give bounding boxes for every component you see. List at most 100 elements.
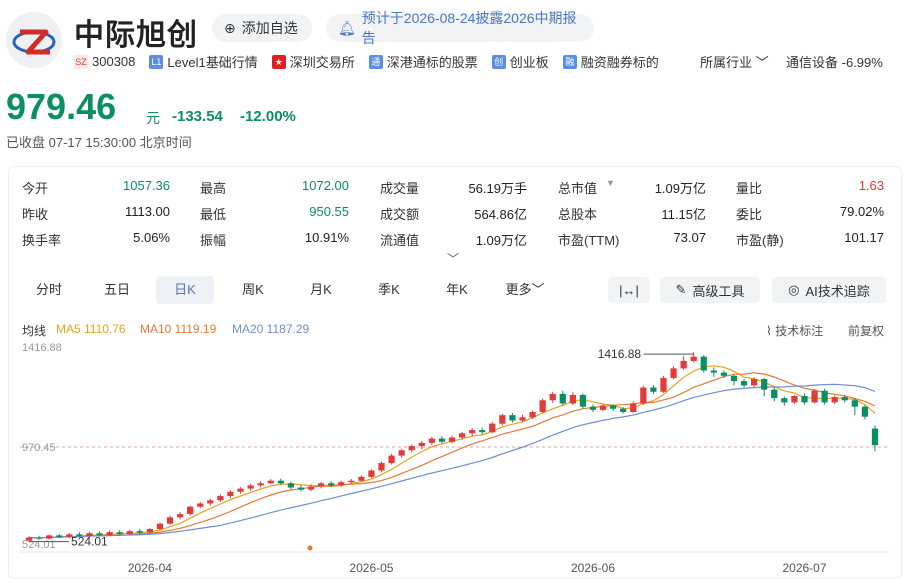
candle[interactable] [86, 531, 93, 538]
industry-value[interactable]: 通信设备 -6.99% [786, 55, 883, 70]
ai-tracking-button[interactable]: ◎ AI技术追踪 [772, 277, 886, 303]
candle[interactable] [277, 478, 284, 485]
candle[interactable] [499, 413, 506, 426]
candle[interactable] [317, 481, 325, 489]
candle[interactable] [469, 427, 476, 437]
event-dot[interactable] [307, 545, 313, 551]
candle[interactable] [589, 404, 597, 412]
candle[interactable] [348, 479, 355, 484]
candle[interactable] [479, 427, 486, 435]
candle[interactable] [368, 469, 375, 479]
candle[interactable] [106, 530, 113, 537]
candle[interactable] [740, 378, 748, 388]
margin-tag[interactable]: 融 融资融券标的 [562, 52, 659, 71]
exchange-tag[interactable]: ★ 深圳交易所 [271, 52, 355, 71]
candle[interactable] [146, 527, 154, 534]
candle[interactable] [338, 480, 345, 487]
candle[interactable] [35, 536, 43, 540]
candle[interactable] [700, 355, 707, 373]
candle[interactable] [66, 533, 73, 539]
candle[interactable] [620, 407, 627, 414]
candle[interactable] [438, 436, 446, 444]
candle[interactable] [197, 501, 204, 509]
candle[interactable] [267, 479, 274, 485]
candle[interactable] [156, 522, 164, 531]
candle[interactable] [448, 435, 456, 444]
candle[interactable] [388, 453, 395, 465]
candle[interactable] [257, 481, 264, 488]
candle[interactable] [46, 534, 53, 540]
candle[interactable] [237, 487, 244, 494]
tab-yearly-k[interactable]: 年K [446, 282, 468, 297]
board-tag[interactable]: 创 创业板 [491, 52, 549, 71]
candle[interactable] [710, 367, 717, 377]
candle[interactable] [660, 375, 667, 393]
expand-chevron-icon[interactable]: ﹀ [447, 252, 460, 266]
adjust-mode-toggle[interactable]: 前复权 [848, 324, 885, 338]
candle[interactable] [509, 413, 516, 423]
candle[interactable] [841, 394, 848, 403]
candle[interactable] [579, 393, 587, 409]
tab-daily-k[interactable]: 日K [156, 276, 214, 304]
advanced-tools-button[interactable]: ✎ 高级工具 [660, 277, 760, 303]
report-notice[interactable]: 🔔︎ 预计于2026-08-24披露2026中期报告 [326, 10, 594, 46]
candle[interactable] [287, 481, 294, 490]
candle[interactable] [166, 515, 174, 525]
candle[interactable] [519, 414, 526, 422]
candle[interactable] [207, 498, 214, 506]
candle[interactable] [610, 404, 617, 411]
candle[interactable] [630, 401, 637, 414]
candle[interactable] [549, 391, 556, 403]
candle[interactable] [378, 461, 385, 473]
candle[interactable] [781, 396, 788, 406]
add-watchlist-button[interactable]: ⊕ 添加自选 [212, 14, 312, 42]
candle[interactable] [489, 421, 496, 434]
candle[interactable] [801, 393, 808, 405]
fit-width-button[interactable]: |↔| [608, 277, 650, 303]
candle[interactable] [136, 528, 143, 535]
candle[interactable] [559, 390, 566, 406]
candle[interactable] [428, 436, 435, 445]
candle[interactable] [328, 481, 335, 488]
candle[interactable] [297, 485, 305, 492]
tech-annotation-toggle[interactable]: ⌇ 技术标注 [766, 322, 823, 339]
candle[interactable] [307, 484, 315, 492]
candle[interactable] [851, 398, 858, 416]
candle[interactable] [247, 483, 254, 491]
candle[interactable] [771, 387, 778, 402]
candle[interactable] [529, 410, 536, 420]
candle[interactable] [831, 395, 838, 405]
tab-five-day[interactable]: 五日 [103, 282, 130, 297]
candle[interactable] [821, 388, 828, 405]
tab-weekly-k[interactable]: 周K [242, 282, 264, 297]
connect-tag[interactable]: 通 深港通标的股票 [368, 52, 478, 71]
candle[interactable] [76, 532, 83, 537]
candle[interactable] [569, 392, 576, 405]
candle[interactable] [640, 385, 647, 405]
candle[interactable] [791, 394, 798, 405]
tab-intraday[interactable]: 分时 [35, 282, 62, 297]
candle[interactable] [116, 530, 123, 536]
kline-chart[interactable]: 1416.88 970.45 524.01 1416.88 524.01 2026-04 2… [0, 340, 910, 579]
candle[interactable] [217, 494, 224, 502]
candle[interactable] [750, 377, 758, 388]
level-tag[interactable]: L1 Level1基础行情 [149, 52, 258, 71]
candle[interactable] [599, 404, 607, 412]
candle[interactable] [680, 356, 687, 371]
industry-dropdown[interactable]: 所属行业 ﹀ [700, 52, 769, 71]
candle[interactable] [811, 389, 818, 404]
candle[interactable] [227, 490, 234, 499]
caret-down-icon[interactable]: ▼ [606, 178, 615, 188]
candle[interactable] [187, 505, 194, 516]
candle[interactable] [670, 366, 677, 380]
tab-quarterly-k[interactable]: 季K [378, 282, 400, 297]
candle[interactable] [761, 377, 768, 397]
candle[interactable] [358, 475, 365, 482]
candle[interactable] [650, 384, 657, 394]
candle[interactable] [126, 529, 133, 535]
tab-monthly-k[interactable]: 月K [310, 282, 332, 297]
candle[interactable] [96, 531, 103, 537]
candle[interactable] [871, 425, 879, 452]
candle[interactable] [408, 444, 415, 453]
candle[interactable] [25, 536, 33, 542]
